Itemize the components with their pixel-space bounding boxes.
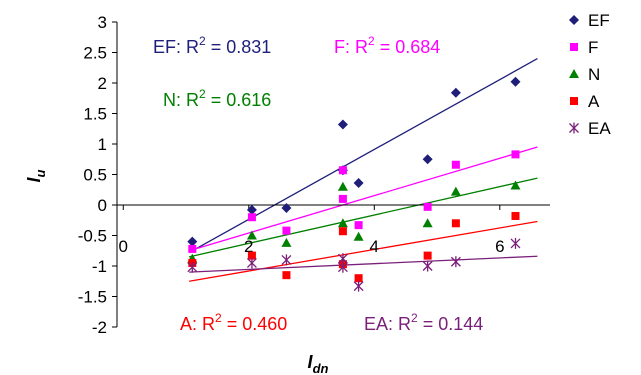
- data-point-a: [247, 251, 256, 260]
- legend-label-n: N: [588, 65, 600, 84]
- legend-label-ef: EF: [588, 11, 610, 30]
- data-point-n: [353, 231, 364, 241]
- legend-marker-ea: [569, 122, 579, 134]
- x-tick-label: 4: [370, 237, 379, 256]
- data-point-a: [338, 227, 347, 236]
- data-point-ef: [422, 154, 433, 165]
- y-tick-label: 0.5: [83, 166, 107, 185]
- data-point-f: [423, 202, 432, 211]
- legend-marker-n: [569, 69, 579, 78]
- r2-annotation-ea: EA: R2 = 0.144: [364, 311, 483, 334]
- data-point-ef: [187, 236, 198, 247]
- data-point-ea: [422, 260, 433, 272]
- y-tick-label: -1: [92, 257, 107, 276]
- y-axis-title: Iu: [24, 169, 48, 182]
- data-point-ea: [510, 237, 521, 249]
- point-layer: [187, 76, 521, 292]
- y-axis-title-sub: u: [33, 169, 48, 177]
- data-point-n: [422, 218, 433, 228]
- data-point-f: [282, 226, 291, 235]
- y-tick-label: 1.5: [83, 105, 107, 124]
- y-tick-label: 0: [98, 196, 107, 215]
- legend-label-ea: EA: [588, 119, 611, 138]
- data-point-ea: [246, 257, 257, 269]
- data-point-ea: [450, 256, 461, 268]
- trendline-n: [189, 177, 538, 258]
- data-point-n: [450, 186, 461, 196]
- y-tick-label: -1.5: [78, 288, 107, 307]
- y-tick-label: 1: [98, 135, 107, 154]
- data-point-a: [354, 274, 363, 283]
- y-tick-label: -0.5: [78, 227, 107, 246]
- data-point-a: [511, 211, 520, 220]
- data-point-n: [246, 230, 257, 240]
- r2-annotation-a: A: R2 = 0.460: [180, 311, 287, 334]
- data-point-a: [282, 271, 291, 280]
- trendline-ef: [188, 58, 538, 254]
- axis-layer: 3 2.5 2 1.5 1 0.5 0 -0.5 -1 -1.5 -2 0 2 4 6: [78, 13, 550, 337]
- r2-annotation-n: N: R2 = 0.616: [163, 87, 271, 110]
- data-point-ef: [281, 203, 292, 214]
- y-axis-title-main: I: [24, 176, 44, 182]
- x-axis-title: Idn: [308, 352, 329, 375]
- annotation-layer: EF: R2 = 0.831 F: R2 = 0.684 N: R2 = 0.616…: [153, 34, 483, 334]
- data-point-f: [338, 166, 347, 175]
- data-point-ea: [187, 261, 198, 273]
- x-tick-label: 2: [244, 237, 253, 256]
- data-point-f: [511, 150, 520, 159]
- data-point-ef: [246, 204, 257, 215]
- data-point-a: [423, 251, 432, 260]
- legend-marker-ef: [569, 15, 579, 25]
- legend-marker-f: [570, 43, 578, 51]
- data-point-ef: [450, 87, 461, 98]
- data-point-f: [338, 194, 347, 203]
- trendline-f: [188, 146, 538, 252]
- y-tick-label: 3: [98, 13, 107, 32]
- x-axis-title-main: I: [308, 352, 314, 372]
- data-point-a: [451, 219, 460, 228]
- data-point-f: [354, 221, 363, 230]
- x-axis-title-sub: dn: [313, 361, 329, 375]
- data-point-n: [510, 180, 521, 190]
- x-tick-label: 6: [495, 237, 504, 256]
- data-point-ea: [337, 261, 348, 273]
- y-tick-label: -2: [92, 318, 107, 337]
- trendline-a: [189, 220, 538, 282]
- r2-annotation-f: F: R2 = 0.684: [334, 34, 440, 57]
- data-point-ea: [281, 254, 292, 266]
- legend-marker-a: [570, 97, 578, 105]
- y-tick-label: 2: [98, 74, 107, 93]
- data-point-n: [281, 237, 292, 247]
- trendline-ea: [189, 255, 538, 273]
- x-tick-label: 0: [119, 237, 128, 256]
- data-point-ef: [510, 76, 521, 87]
- data-point-n: [337, 181, 348, 191]
- legend-label-f: F: [588, 38, 598, 57]
- data-point-ef: [337, 119, 348, 130]
- data-point-f: [188, 244, 197, 253]
- data-point-ef: [353, 178, 364, 189]
- r2-annotation-ef: EF: R2 = 0.831: [153, 34, 271, 57]
- data-point-ea: [353, 280, 364, 292]
- legend: EF FNA EA: [569, 11, 611, 138]
- y-tick-label: 2.5: [83, 44, 107, 63]
- trendline-layer: [188, 58, 538, 282]
- legend-label-a: A: [588, 92, 600, 111]
- data-point-n: [337, 218, 348, 228]
- data-point-f: [451, 160, 460, 169]
- data-point-f: [247, 213, 256, 222]
